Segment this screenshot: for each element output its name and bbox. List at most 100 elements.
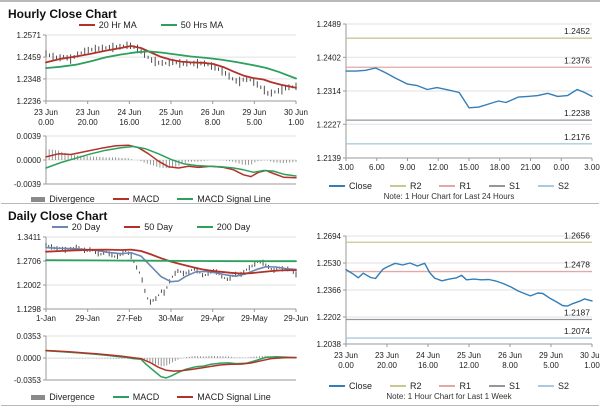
svg-text:0.00: 0.00 <box>553 163 569 172</box>
svg-text:15.00: 15.00 <box>459 163 480 172</box>
hourly-macd-chart: 0.0039 0.0000 -0.0039 <box>14 132 297 189</box>
pivot-label-s2: 1.2176 <box>564 132 590 142</box>
svg-text:24 Jun: 24 Jun <box>416 351 440 360</box>
legend-item-divergence: Divergence <box>31 392 95 402</box>
candle-bars <box>45 41 297 97</box>
svg-text:0.00: 0.00 <box>38 118 54 127</box>
daily-macd-chart: 0.0353 0.0000 -0.0353 <box>14 332 297 385</box>
pivot-label-r1: 1.2478 <box>564 260 590 270</box>
svg-text:8.00: 8.00 <box>205 118 221 127</box>
legend-item-50-day: 50 Day <box>124 222 173 232</box>
svg-text:30-Mar: 30-Mar <box>158 314 184 323</box>
legend-item-macd-signal-line: MACD Signal Line <box>177 392 271 402</box>
series-close <box>345 262 593 307</box>
svg-text:1.2694: 1.2694 <box>317 232 342 241</box>
legend-item-s1: S1 <box>489 381 520 391</box>
weekly-pivot-legend: Close R2 R1 S1 S2 <box>304 380 594 392</box>
pivot-label-r1: 1.2376 <box>564 55 590 65</box>
legend-swatch <box>124 226 141 228</box>
legend-item-s1: S1 <box>489 181 520 191</box>
legend-item-macd-signal-line: MACD Signal Line <box>177 194 271 204</box>
svg-text:6.00: 6.00 <box>369 163 385 172</box>
legend-swatch <box>112 396 129 398</box>
svg-text:21.00: 21.00 <box>520 163 541 172</box>
svg-text:23 Jun: 23 Jun <box>34 108 58 117</box>
legend-item-s2: S2 <box>538 381 569 391</box>
legend-item-20-day: 20 Day <box>51 222 100 232</box>
pivot-label-r2: 1.2452 <box>564 26 590 36</box>
svg-text:5.00: 5.00 <box>543 361 559 370</box>
svg-text:1.2402: 1.2402 <box>317 53 342 62</box>
weekly-pivot-note: Note: 1 Hour Chart for Last 1 Week <box>386 392 512 401</box>
series-macd-signal-line <box>45 145 297 177</box>
y-axis: 0.0353 0.0000 -0.0353 <box>14 332 296 385</box>
legend-item-divergence: Divergence <box>31 194 95 204</box>
weekly-pivot-panel: 1.2694 1.2530 1.2366 1.2202 1.2038 1.2656 1.24… <box>300 204 600 405</box>
svg-text:25 Jun: 25 Jun <box>159 108 183 117</box>
legend-item-200-day: 200 Day <box>196 222 250 232</box>
svg-text:29-Apr: 29-Apr <box>201 314 225 323</box>
svg-text:8.00: 8.00 <box>502 361 518 370</box>
svg-text:16.00: 16.00 <box>119 118 140 127</box>
legend-swatch <box>389 385 406 387</box>
svg-text:1.2706: 1.2706 <box>17 257 42 266</box>
legend-swatch <box>489 185 505 187</box>
legend-item-r1: R1 <box>439 181 471 191</box>
svg-text:1.2002: 1.2002 <box>17 281 42 290</box>
series-200-day <box>45 259 297 263</box>
series-50-hrs-ma <box>45 50 297 80</box>
series-macd <box>45 350 297 379</box>
svg-text:1.00: 1.00 <box>584 361 600 370</box>
hourly-chart-title: Hourly Close Chart <box>8 7 117 21</box>
hourly-section: Hourly Close Chart 20 Hr MA 50 Hrs MA 1.2… <box>0 2 600 204</box>
legend-swatch <box>439 385 456 387</box>
svg-text:23 Jun: 23 Jun <box>334 351 358 360</box>
svg-text:29 Jun: 29 Jun <box>242 108 266 117</box>
legend-item-close: Close <box>328 181 372 191</box>
legend-item-r1: R1 <box>439 381 471 391</box>
svg-text:1.2489: 1.2489 <box>317 20 342 29</box>
series-20-day <box>45 246 297 283</box>
svg-text:12.00: 12.00 <box>428 163 449 172</box>
svg-text:1.2366: 1.2366 <box>317 286 342 295</box>
series-50-day <box>45 248 297 275</box>
svg-text:3.00: 3.00 <box>584 163 600 172</box>
series-macd-signal-line <box>45 349 297 372</box>
svg-text:1.2139: 1.2139 <box>317 154 342 163</box>
svg-text:1.2314: 1.2314 <box>317 87 342 96</box>
candle-bars <box>45 242 297 305</box>
legend-swatch <box>78 24 95 26</box>
svg-text:0.0353: 0.0353 <box>17 332 42 341</box>
legend-item-s2: S2 <box>538 181 569 191</box>
svg-text:29 Jun: 29 Jun <box>539 351 563 360</box>
svg-text:26 Jun: 26 Jun <box>201 108 225 117</box>
svg-text:23 Jun: 23 Jun <box>375 351 399 360</box>
section-divider <box>1 203 599 204</box>
legend-swatch <box>538 185 555 187</box>
hourly-pivot-chart: 1.2489 1.2402 1.2314 1.2227 1.2139 1.2452 1.23… <box>317 20 600 172</box>
hourly-pivot-panel: 1.2489 1.2402 1.2314 1.2227 1.2139 1.2452 1.23… <box>300 2 600 203</box>
pivot-label-s1: 1.2238 <box>564 108 590 118</box>
weekly-pivot-plot: 1.2694 1.2530 1.2366 1.2202 1.2038 1.2656 1.24… <box>317 230 600 370</box>
x-axis: 1-Jan 29-Jan 27-Feb 30-Mar 29-Apr 29-May 29-Ju… <box>36 309 308 323</box>
svg-text:30 Jun: 30 Jun <box>284 108 308 117</box>
pivot-label-r2: 1.2656 <box>564 230 590 240</box>
legend-swatch <box>328 385 345 387</box>
svg-text:29-Jun: 29-Jun <box>284 314 308 323</box>
svg-text:1.2571: 1.2571 <box>17 31 42 40</box>
legend-swatch <box>160 24 177 26</box>
svg-text:3.00: 3.00 <box>338 163 354 172</box>
svg-text:0.0039: 0.0039 <box>17 132 42 141</box>
svg-text:29-May: 29-May <box>241 314 268 323</box>
daily-close-panel: Daily Close Chart 20 Day 50 Day 200 Day 1.… <box>0 204 308 405</box>
legend-swatch <box>51 226 68 228</box>
legend-swatch <box>31 196 46 202</box>
legend-swatch <box>439 185 456 187</box>
series-close <box>345 67 593 109</box>
svg-text:24 Jun: 24 Jun <box>117 108 141 117</box>
